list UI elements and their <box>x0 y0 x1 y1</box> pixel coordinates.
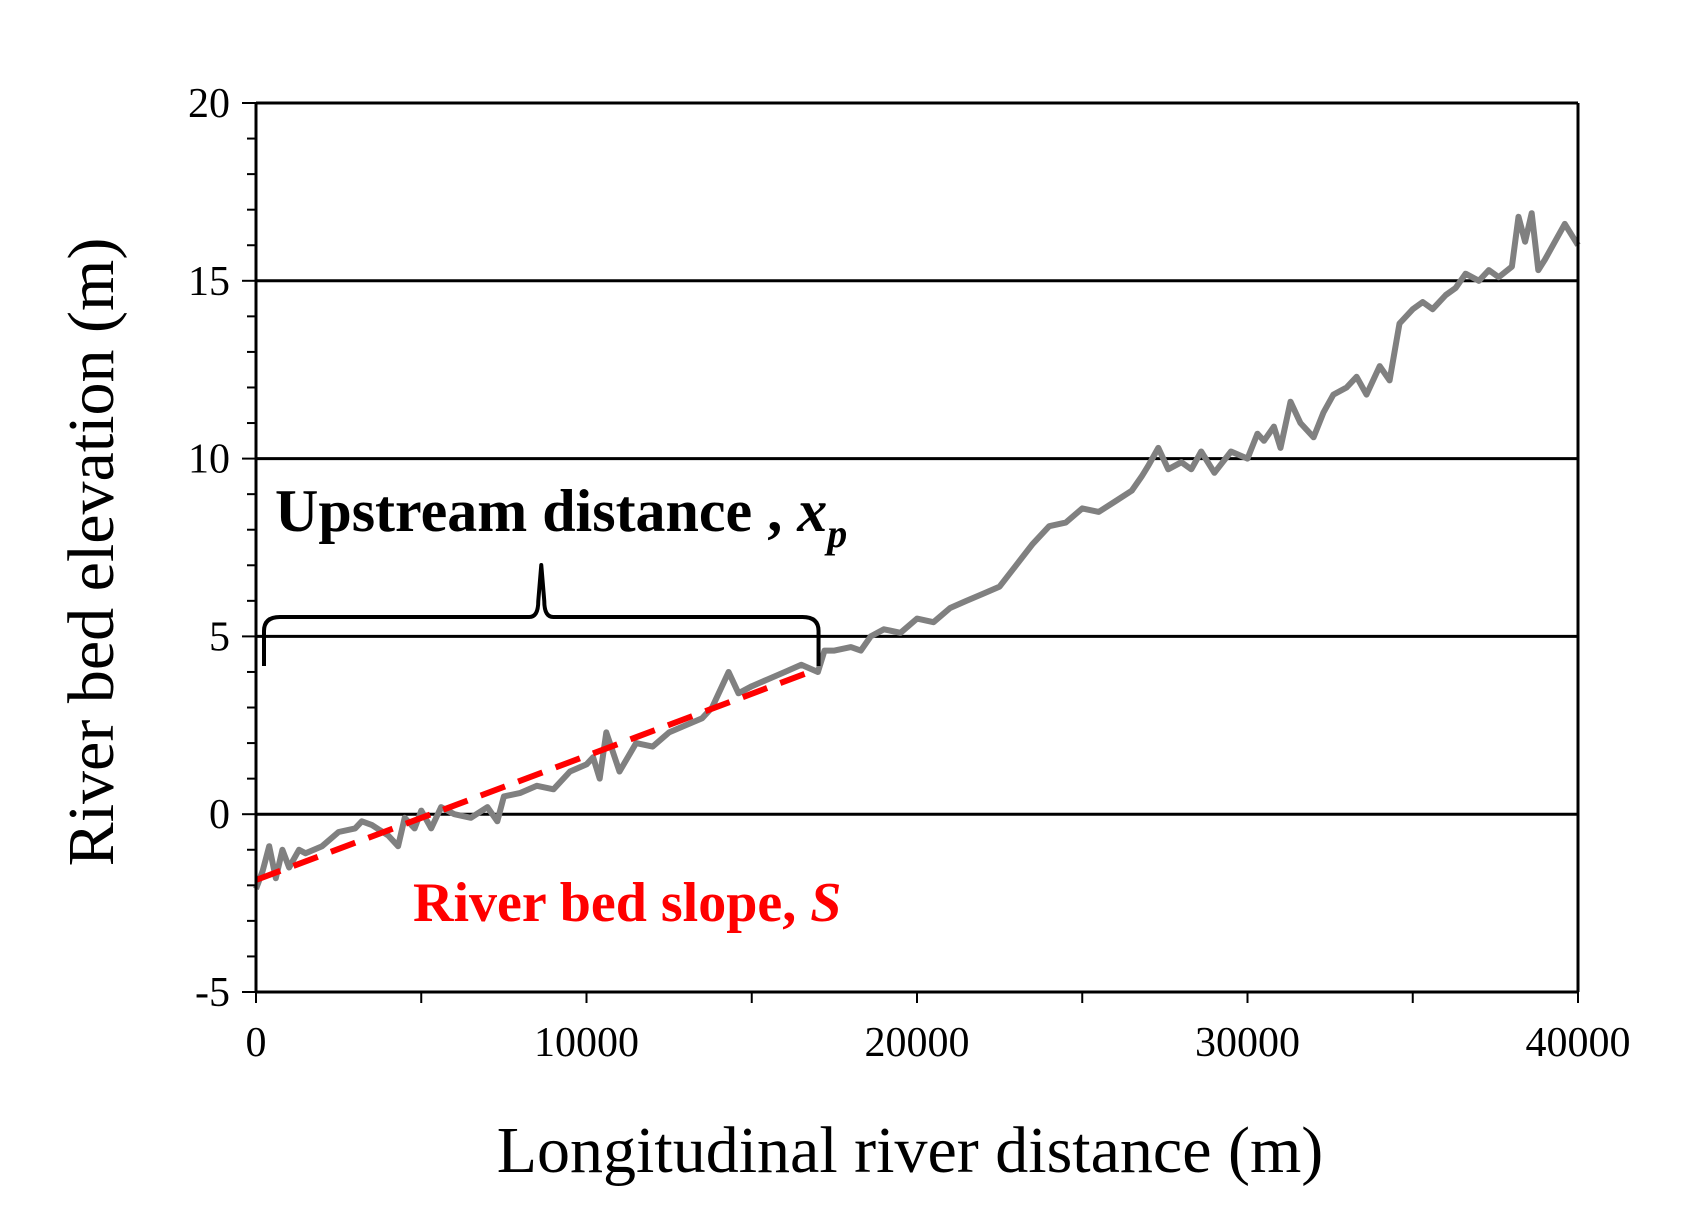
upstream-distance-brace <box>262 563 821 666</box>
y-tick-label: -5 <box>195 970 230 1016</box>
river-bed-slope-line <box>254 667 816 883</box>
y-tick-label: 20 <box>188 81 230 127</box>
y-axis-title: River bed elevation (m) <box>55 238 128 867</box>
upstream-distance-label: Upstream distance , <box>275 478 797 544</box>
river-bed-slope-annotation: River bed slope, S <box>413 872 841 934</box>
river-bed-profile-line <box>253 210 1581 890</box>
y-tick-label: 5 <box>209 614 230 660</box>
x-tick-label: 30000 <box>1195 1020 1300 1066</box>
river-bed-slope-label: River bed slope, <box>413 872 810 934</box>
brace-path <box>262 563 821 666</box>
x-tick-label: 40000 <box>1526 1020 1631 1066</box>
upstream-distance-variable: x <box>796 478 827 544</box>
x-axis-title: Longitudinal river distance (m) <box>497 1114 1324 1187</box>
y-tick-label: 10 <box>188 437 230 483</box>
upstream-distance-annotation: Upstream distance , xp <box>275 478 847 556</box>
x-tick-labels: 0 10000 20000 30000 40000 <box>246 1020 1631 1066</box>
upstream-distance-subscript: p <box>824 511 847 556</box>
x-tick-label: 10000 <box>534 1020 639 1066</box>
axes <box>242 101 1580 1003</box>
y-tick-label: 0 <box>209 792 230 838</box>
y-tick-labels: -5 0 5 10 15 20 <box>188 81 230 1016</box>
x-tick-label: 20000 <box>865 1020 970 1066</box>
x-tick-label: 0 <box>246 1020 267 1066</box>
river-bed-slope-variable: S <box>810 872 841 934</box>
gridlines <box>256 279 1578 816</box>
series-group <box>253 210 1581 890</box>
y-tick-label: 15 <box>188 259 230 305</box>
